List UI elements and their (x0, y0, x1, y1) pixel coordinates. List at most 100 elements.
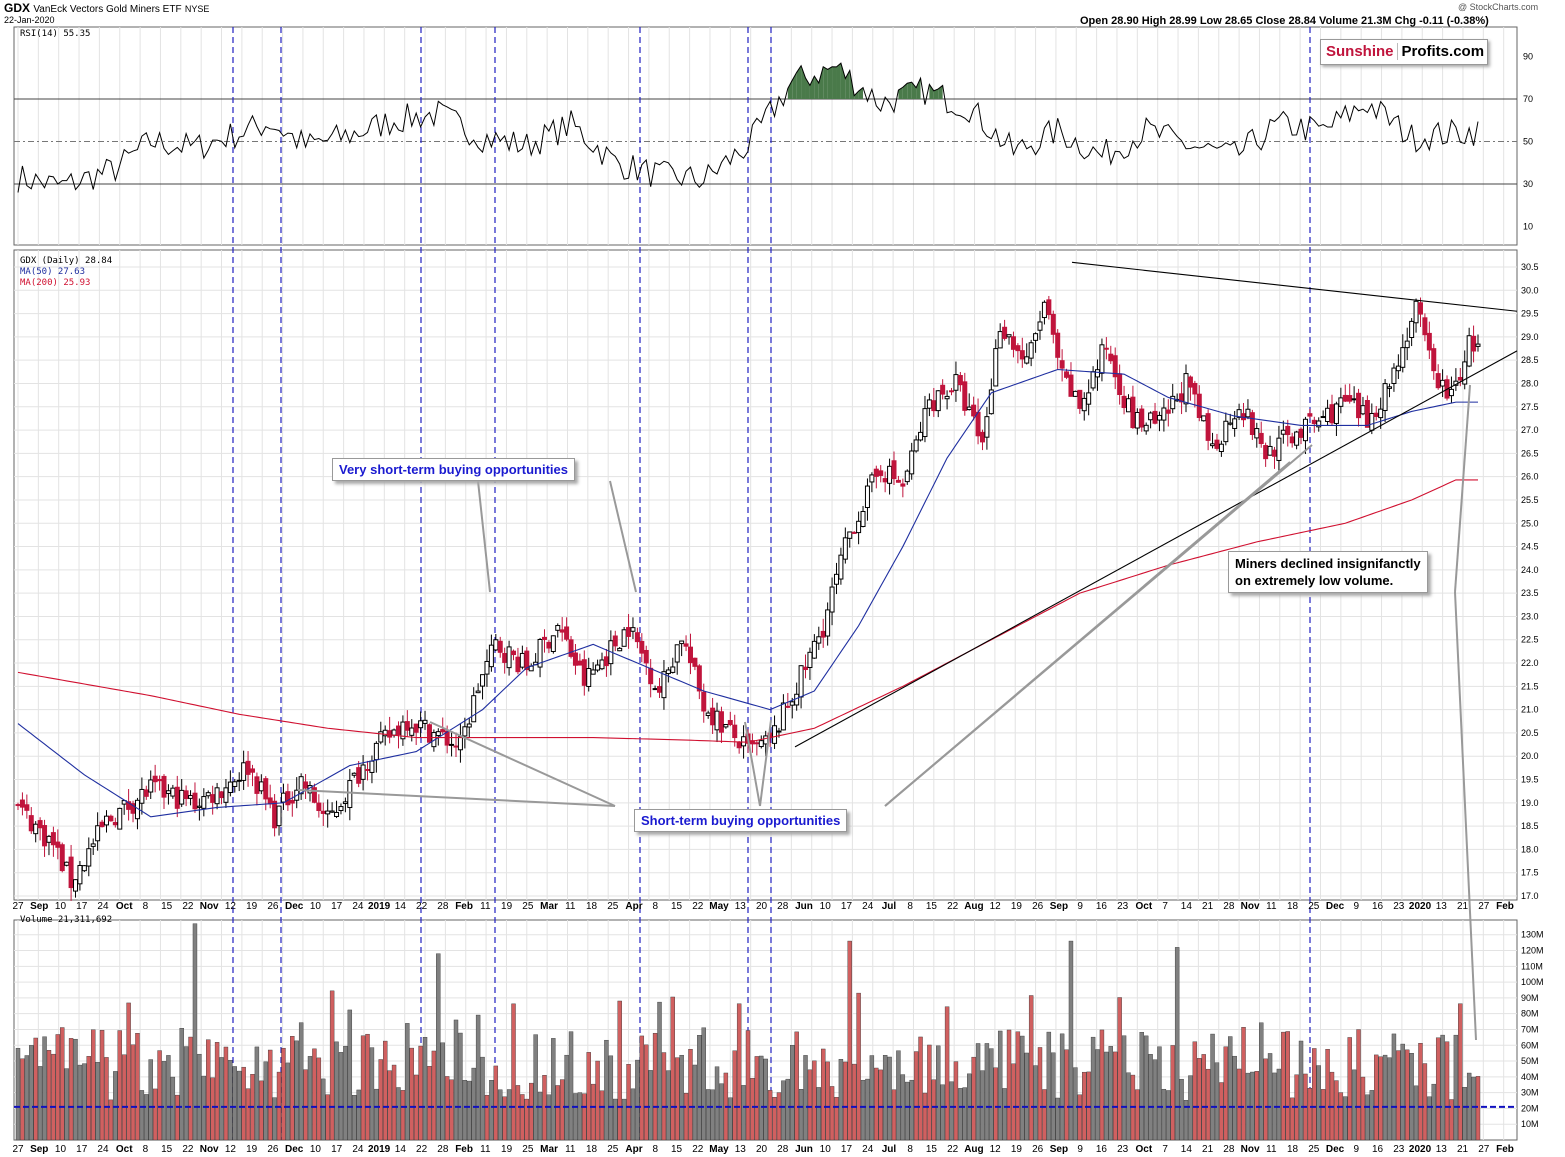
volume-bar (1276, 1068, 1282, 1141)
candle-body (1112, 355, 1118, 378)
rsi-tick-label: 30 (1523, 179, 1533, 189)
candle-body (236, 779, 242, 782)
x-tick-label: 17 (841, 901, 853, 912)
candle-body (444, 730, 450, 746)
candle-body (657, 686, 663, 693)
candle-body (1400, 347, 1406, 368)
volume-bar (1108, 1046, 1113, 1141)
candle-body (19, 799, 25, 808)
candle-body (1307, 413, 1313, 417)
volume-bar (1201, 1054, 1206, 1141)
candle-body (1077, 389, 1083, 409)
rsi-overbought-fill (938, 85, 943, 99)
volume-bar (1068, 940, 1074, 1141)
candle-body (1413, 300, 1419, 324)
volume-bar (1166, 1090, 1171, 1141)
volume-bar (1285, 1031, 1290, 1141)
candle-body (648, 667, 654, 685)
volume-bar (1214, 1062, 1220, 1141)
candle-body (705, 712, 711, 716)
candle-body (435, 731, 441, 737)
volume-bar (400, 1090, 406, 1141)
candle-body (59, 844, 65, 872)
volume-bar (944, 1006, 950, 1141)
x-tick-label: 17 (76, 901, 88, 912)
x-tick-label: 22 (182, 1144, 194, 1155)
volume-bar (1374, 1054, 1379, 1141)
x-tick-label: 25 (607, 901, 619, 912)
volume-bar (595, 1060, 600, 1141)
volume-bar (630, 1088, 636, 1141)
volume-bar (1099, 1029, 1105, 1141)
x-tick-label: Jun (795, 901, 813, 912)
x-tick-label: 22 (692, 901, 704, 912)
volume-bar (1006, 1029, 1012, 1141)
candle-body (1360, 405, 1366, 415)
volume-bar (524, 1098, 529, 1141)
volume-bar (1055, 1097, 1060, 1141)
volume-bar (1042, 1089, 1047, 1141)
candle-body (869, 474, 875, 483)
candle-body (723, 724, 729, 728)
x-tick-label: 2019 (368, 1144, 391, 1155)
volume-bar (1121, 1035, 1127, 1141)
candle-body (214, 787, 220, 805)
x-tick-label: 9 (1077, 1144, 1083, 1155)
x-tick-label: 20 (756, 1144, 768, 1155)
callout-pointer (477, 480, 491, 593)
volume-bar (1148, 1054, 1153, 1141)
candle-body (50, 832, 56, 846)
candle-body (603, 656, 609, 667)
volume-bar (732, 1050, 737, 1141)
x-tick-label: 28 (437, 1144, 449, 1155)
volume-bar (909, 1079, 914, 1141)
candle-body (1245, 408, 1251, 418)
candle-body (674, 644, 680, 663)
volume-bar (347, 1009, 353, 1141)
annotation-lines (297, 384, 1477, 1041)
candle-body (1072, 390, 1078, 397)
candle-body (1320, 416, 1326, 419)
candle-body (1068, 374, 1074, 397)
volume-legend: Volume 21,311,692 (20, 915, 113, 925)
volume-bar (586, 1052, 591, 1141)
volume-bar (1228, 1036, 1233, 1141)
x-tick-label: 19 (1011, 901, 1023, 912)
candle-body (993, 348, 999, 387)
volume-bar (599, 1090, 605, 1141)
candle-body (882, 478, 888, 483)
x-tick-label: 23 (1117, 901, 1129, 912)
x-tick-label: 16 (1372, 1144, 1384, 1155)
candle-body (1139, 408, 1145, 428)
volume-bar (214, 1042, 220, 1141)
volume-tick-label: 50M (1521, 1056, 1539, 1066)
candle-body (971, 404, 977, 417)
candle-body (449, 743, 455, 746)
volume-bar (697, 1035, 702, 1141)
candle-body (1028, 342, 1034, 359)
volume-bar (1289, 1097, 1295, 1141)
volume-bar (1334, 1080, 1339, 1141)
volume-tick-label: 10M (1521, 1119, 1539, 1129)
short-term-callout: Short-term buying opportunities (634, 809, 848, 832)
candle-body (46, 835, 52, 843)
candle-body (634, 632, 640, 643)
panel-frame (13, 26, 1518, 246)
candle-body (497, 640, 503, 653)
ticker-title: GDX VanEck Vectors Gold Miners ETF NYSE (4, 1, 209, 15)
candle-body (1462, 361, 1468, 385)
candle-body (413, 723, 419, 733)
x-tick-label: 22 (416, 901, 428, 912)
rsi-overbought-fill (916, 78, 921, 99)
volume-tick-label: 30M (1521, 1088, 1539, 1098)
candle-body (630, 627, 636, 632)
volume-bar (794, 1031, 799, 1141)
candle-body (232, 781, 238, 787)
candle-body (714, 710, 720, 731)
volume-bar (1152, 1059, 1158, 1141)
volume-bar (648, 1070, 653, 1141)
candle-body (780, 702, 786, 731)
candle-body (1276, 437, 1282, 461)
volume-bar (980, 1070, 985, 1141)
